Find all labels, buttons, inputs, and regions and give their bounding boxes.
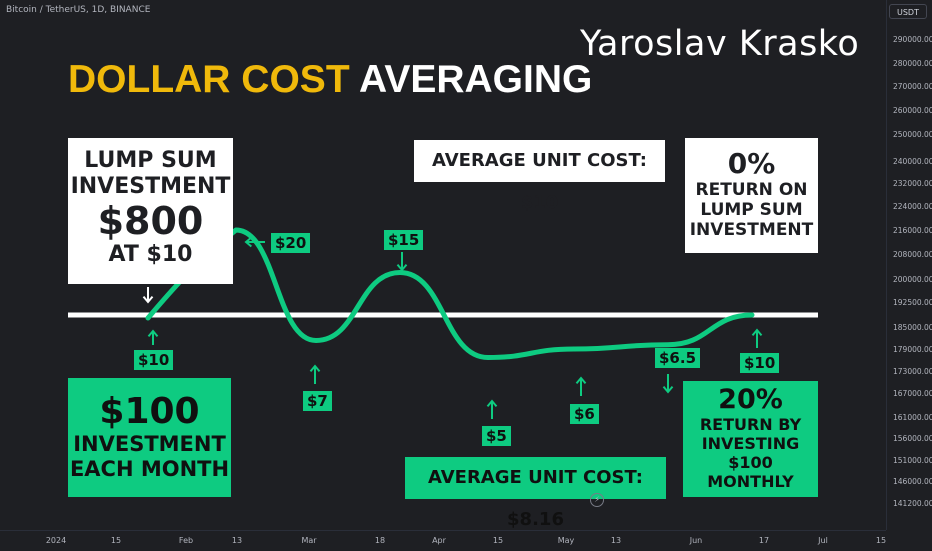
price-tick: 224000.00 <box>893 202 932 211</box>
author-name: Yaroslav Krasko <box>580 24 860 64</box>
time-tick: 13 <box>231 536 243 545</box>
arrows-group <box>142 236 763 419</box>
time-tick: Feb <box>178 536 194 545</box>
arrow-5-head <box>486 399 498 407</box>
price-axis[interactable] <box>886 0 932 530</box>
avg-cost-bottom-box: AVERAGE UNIT COST: $8.16 <box>405 457 666 530</box>
dca-return-line2: INVESTING <box>701 434 800 453</box>
lump-sum-line3: AT $10 <box>108 242 193 267</box>
price-tick: 260000.00 <box>893 106 932 115</box>
time-tick: 15 <box>875 536 887 545</box>
zero-return-line2: LUMP SUM <box>700 200 803 220</box>
arrow-6-head <box>575 376 587 384</box>
arrow-20-head <box>244 236 252 248</box>
price-label-20: $20 <box>271 233 311 253</box>
price-label-10-start: $10 <box>134 350 174 370</box>
time-tick: 17 <box>758 536 770 545</box>
lump-sum-line1: LUMP SUM <box>84 148 217 173</box>
price-tick: 167000.00 <box>893 389 932 398</box>
time-tick: 18 <box>374 536 386 545</box>
zero-return-pct: 0% <box>727 147 776 180</box>
price-tick: 280000.00 <box>893 59 932 68</box>
price-label-5: $5 <box>482 426 511 446</box>
arrow-6-5-head <box>662 386 674 394</box>
avg-cost-top-box: AVERAGE UNIT COST: $10 <box>414 140 665 213</box>
price-tick: 240000.00 <box>893 157 932 166</box>
price-tick: 161000.00 <box>893 413 932 422</box>
title-part1: DOLLAR COST <box>68 58 350 101</box>
lump-sum-box: LUMP SUM INVESTMENT $800 AT $10 <box>68 138 233 284</box>
arrow-10-start-head <box>147 329 159 337</box>
arrow-15-head <box>396 264 408 272</box>
arrow-10-end-head <box>751 328 763 336</box>
arrow-7-head <box>309 364 321 372</box>
price-tick: 290000.00 <box>893 35 932 44</box>
arrow-lump-sum-head <box>142 296 154 304</box>
price-curve <box>145 227 755 360</box>
time-tick: 2024 <box>45 536 67 545</box>
price-tick: 216000.00 <box>893 226 932 235</box>
chart-overlay <box>68 227 818 419</box>
symbol-title[interactable]: Bitcoin / TetherUS, 1D, BINANCE <box>6 5 151 15</box>
zero-return-line3: INVESTMENT <box>689 220 814 240</box>
price-tick: 141200.00 <box>893 499 932 508</box>
zero-return-line1: RETURN ON <box>695 180 808 200</box>
time-tick: 15 <box>110 536 122 545</box>
time-axis[interactable] <box>0 530 886 551</box>
price-tick: 200000.00 <box>893 275 932 284</box>
price-label-10-end: $10 <box>740 353 780 373</box>
time-tick: May <box>557 536 575 545</box>
monthly-line2: EACH MONTH <box>69 457 230 481</box>
monthly-line1: INVESTMENT <box>73 432 226 456</box>
dca-return-pct: 20% <box>718 384 783 415</box>
price-label-7: $7 <box>303 391 332 411</box>
price-tick: 185000.00 <box>893 323 932 332</box>
price-label-15: $15 <box>384 230 424 250</box>
lump-sum-amount: $800 <box>97 199 204 243</box>
dca-return-line3: $100 <box>728 453 773 472</box>
currency-button[interactable]: USDT <box>889 4 927 19</box>
time-tick: Mar <box>301 536 317 545</box>
chart-title: DOLLAR COST AVERAGING <box>68 58 592 102</box>
price-tick: 151000.00 <box>893 456 932 465</box>
price-tick: 270000.00 <box>893 82 932 91</box>
monthly-investment-box: $100 INVESTMENT EACH MONTH <box>68 378 231 497</box>
price-tick: 232000.00 <box>893 179 932 188</box>
dca-return-line1: RETURN BY <box>699 415 802 434</box>
price-label-6-5: $6.5 <box>655 348 701 368</box>
price-tick: 250000.00 <box>893 130 932 139</box>
dca-return-box: 20% RETURN BY INVESTING $100 MONTHLY <box>683 381 818 497</box>
price-tick: 208000.00 <box>893 250 932 259</box>
price-tick: 156000.00 <box>893 434 932 443</box>
time-tick: 15 <box>492 536 504 545</box>
flash-icon[interactable]: ⚡ <box>590 493 604 507</box>
price-tick: 192500.00 <box>893 298 932 307</box>
lump-sum-line2: INVESTMENT <box>70 174 231 199</box>
title-part2: AVERAGING <box>359 58 593 101</box>
time-tick: Jul <box>818 536 828 545</box>
zero-return-box: 0% RETURN ON LUMP SUM INVESTMENT <box>685 138 818 253</box>
price-label-6: $6 <box>570 404 599 424</box>
time-tick: 13 <box>610 536 622 545</box>
monthly-amount: $100 <box>99 391 200 432</box>
price-tick: 146000.00 <box>893 477 932 486</box>
dca-return-line4: MONTHLY <box>707 472 794 491</box>
price-tick: 173000.00 <box>893 367 932 376</box>
time-tick: Apr <box>432 536 446 545</box>
price-tick: 179000.00 <box>893 345 932 354</box>
time-tick: Jun <box>689 536 703 545</box>
